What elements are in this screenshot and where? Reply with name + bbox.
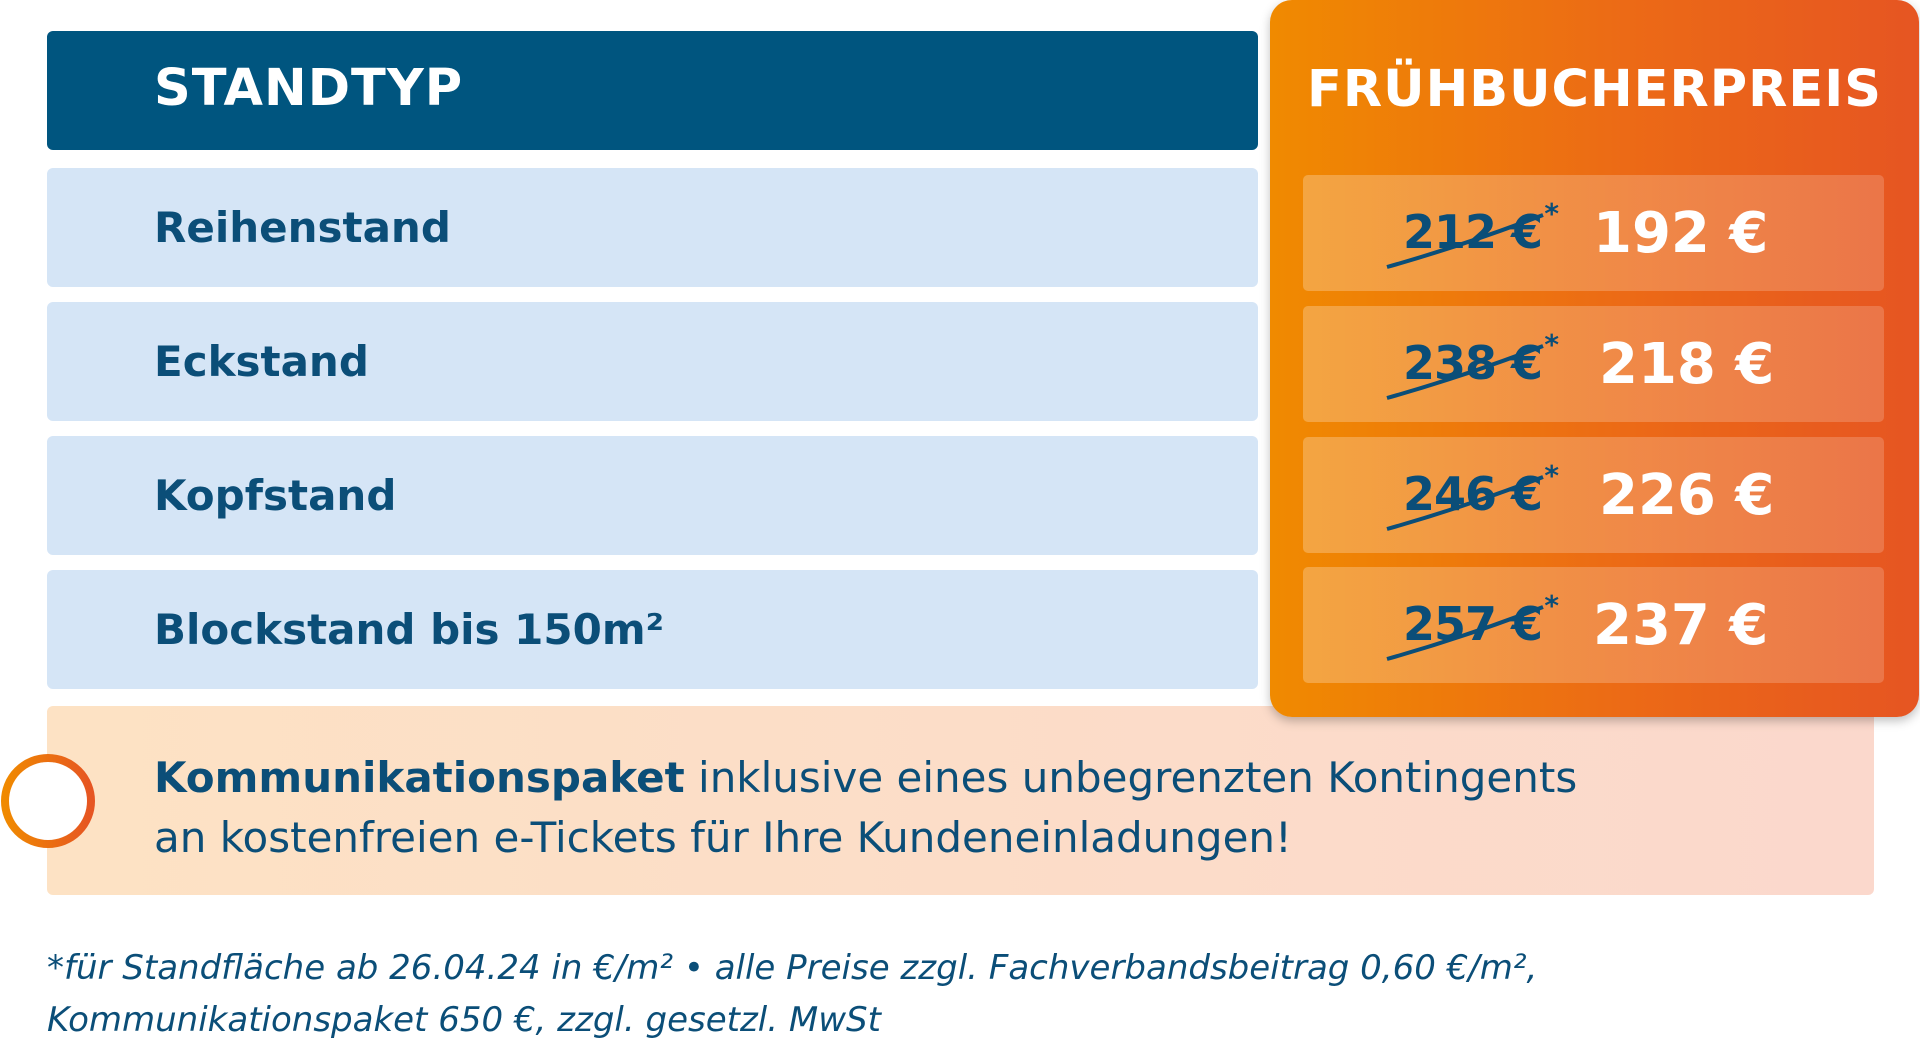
asterisk: * (1544, 589, 1559, 622)
price-cell: 212 € * 192 € (1303, 175, 1884, 291)
banner-line-1-rest: inklusive eines unbegrenzten Kontingents (684, 753, 1578, 802)
early-bird-price-panel: FRÜHBUCHERPREIS 212 € * 192 € 238 € * 218 … (1270, 0, 1919, 717)
old-price: 246 € * (1403, 459, 1559, 521)
footnote-line-2: Kommunikationspaket 650 €, zzgl. gesetzl… (47, 1000, 881, 1040)
old-price-value: 246 € (1403, 467, 1543, 521)
old-price-value: 257 € (1403, 597, 1543, 651)
standtyp-label: Blockstand bis 150m² (154, 605, 665, 654)
new-price: 192 € (1593, 201, 1769, 266)
table-row-standtyp: Reihenstand (47, 168, 1258, 287)
price-cell: 246 € * 226 € (1303, 437, 1884, 553)
old-price-value: 238 € (1403, 336, 1543, 390)
banner-text: Kommunikationspaket inklusive eines unbe… (154, 748, 1577, 868)
banner-line-1: Kommunikationspaket inklusive eines unbe… (154, 748, 1577, 808)
table-row-standtyp: Kopfstand (47, 436, 1258, 555)
old-price: 212 € * (1403, 197, 1559, 259)
asterisk: * (1544, 459, 1559, 492)
strikethrough-line (1386, 213, 1544, 269)
old-price: 257 € * (1403, 589, 1559, 651)
new-price: 226 € (1599, 463, 1775, 528)
new-price: 237 € (1593, 593, 1769, 658)
footnote-line-1: *für Standfläche ab 26.04.24 in €/m² • a… (47, 948, 1538, 988)
column-header-standtyp-label: STANDTYP (154, 59, 464, 118)
strikethrough-line (1386, 475, 1544, 531)
column-header-standtyp: STANDTYP (47, 31, 1258, 150)
banner-line-2: an kostenfreien e-Tickets für Ihre Kunde… (154, 813, 1292, 862)
price-cell: 257 € * 237 € (1303, 567, 1884, 683)
banner-bold-text: Kommunikationspaket (154, 753, 685, 802)
info-banner: Kommunikationspaket inklusive eines unbe… (47, 706, 1874, 895)
table-row-standtyp: Blockstand bis 150m² (47, 570, 1258, 689)
column-header-fruehbucherpreis: FRÜHBUCHERPREIS (1307, 60, 1882, 119)
price-cell: 238 € * 218 € (1303, 306, 1884, 422)
old-price-value: 212 € (1403, 205, 1543, 259)
old-price: 238 € * (1403, 328, 1559, 390)
strikethrough-line (1386, 344, 1544, 400)
standtyp-label: Eckstand (154, 337, 369, 386)
plus-circle-icon (1, 754, 95, 848)
new-price: 218 € (1599, 332, 1775, 397)
footnote: *für Standfläche ab 26.04.24 in €/m² • a… (47, 942, 1537, 1046)
standtyp-label: Reihenstand (154, 203, 451, 252)
strikethrough-line (1386, 605, 1544, 661)
asterisk: * (1544, 197, 1559, 230)
asterisk: * (1544, 328, 1559, 361)
standtyp-label: Kopfstand (154, 471, 397, 520)
table-row-standtyp: Eckstand (47, 302, 1258, 421)
